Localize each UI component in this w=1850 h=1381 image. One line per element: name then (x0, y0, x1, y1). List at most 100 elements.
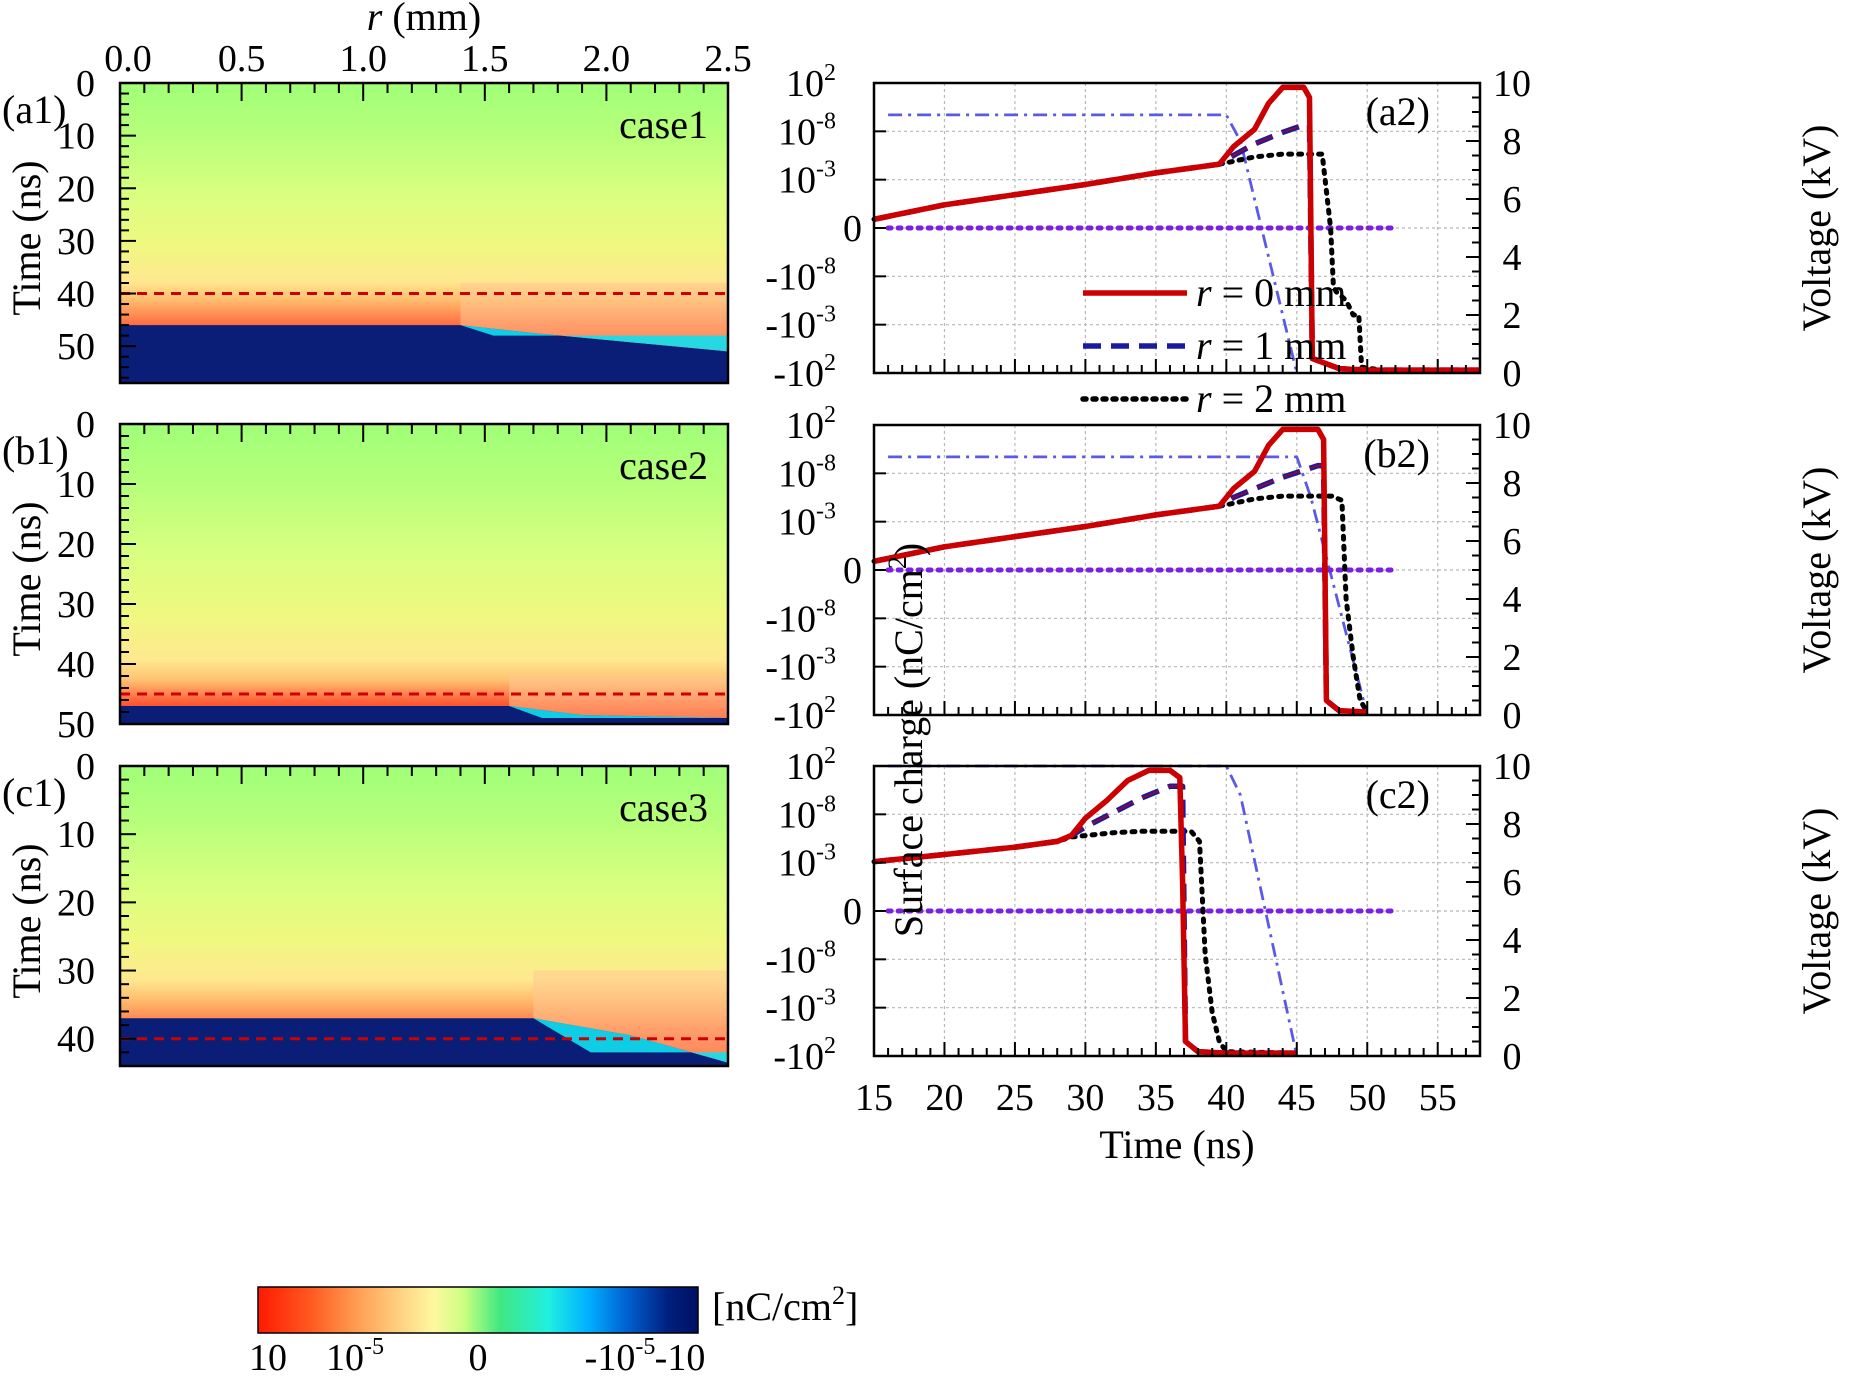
line-panel-label: (b2) (1363, 431, 1430, 476)
line-y-left-label: -10-3 (765, 302, 836, 347)
heatmap-fade-region (509, 676, 728, 718)
line-y-left-label: 10-8 (778, 108, 836, 153)
line-y-right-label: 2 (1503, 637, 1522, 679)
heatmap-ylabel: Time (ns) (4, 160, 49, 315)
line-series-dashdot (888, 764, 1299, 1057)
heatmap-y-tick-label: 0 (76, 63, 95, 105)
heatmap-panel-a1: 0 10 20 30 40 50 0.0 0.5 1.0 1.5 2.0 2.5 r (mm) Time … (2, 0, 752, 385)
line-y-right-label: 6 (1503, 521, 1522, 563)
line-y-left-label-exp: -8 (816, 936, 836, 962)
legend: r = 0 mmr = 1 mmr = 2 mm (1080, 270, 1347, 421)
line-series-dotted (871, 828, 1300, 1056)
colorbar-label-exp: -5 (364, 1334, 384, 1360)
line-y-left-label-exp: -8 (816, 253, 836, 279)
legend-label-var: r (1196, 376, 1212, 421)
heatmap-y-tick-label: 50 (57, 326, 95, 368)
line-y-left-label: -102 (773, 1033, 836, 1078)
line-y-right-label: 2 (1503, 295, 1522, 337)
heatmap-y-tick-label: 30 (57, 951, 95, 993)
line-y-left-label: 10-8 (778, 450, 836, 495)
heatmap-y-tick-label: 30 (57, 584, 95, 626)
line-y-right-axis-label: Voltage (kV) (1794, 125, 1839, 332)
line-y-left-label-base: 10 (778, 502, 816, 544)
line-series-solid (873, 84, 1480, 373)
heatmap-x-tick-label: 0.5 (218, 38, 266, 80)
line-y-right-label: 10 (1493, 746, 1531, 788)
line-y-left-label-base: 10 (778, 160, 816, 202)
heatmap-y-tick-label: 0 (76, 404, 95, 446)
line-y-right-label: 6 (1503, 179, 1522, 221)
line-y-left-label-exp: -8 (816, 450, 836, 476)
heatmap-cyan-band (509, 706, 728, 718)
line-y-left-label: 102 (786, 743, 836, 788)
colorbar-label: -10 (655, 1337, 706, 1379)
line-x-tick-label: 35 (1137, 1077, 1175, 1119)
heatmap-x-tick-label: 0.0 (104, 38, 152, 80)
colorbar-label-base: 10 (249, 1337, 287, 1379)
heatmap-xlabel-var: r (367, 0, 383, 39)
line-y-left-label-base: 10 (778, 843, 816, 885)
heatmap-cyan-band (533, 1018, 728, 1063)
line-y-left-label-base: 0 (843, 550, 862, 592)
heatmap-fade-region (460, 283, 728, 352)
colorbar-label: 10-5 (326, 1334, 384, 1379)
heatmap-fade-region (533, 970, 728, 1063)
colorbar-label-base: -10 (585, 1337, 636, 1379)
shared-ylabel-close: ) (886, 543, 931, 556)
line-x-tick-label: 40 (1207, 1077, 1245, 1119)
colorbar-label: -10-5 (585, 1334, 656, 1379)
line-series-dashed (873, 462, 1368, 715)
line-series-overlay (873, 124, 1480, 372)
line-x-tick-label: 30 (1066, 1077, 1104, 1119)
line-y-left-label-exp: 2 (824, 1033, 836, 1059)
line-y-left-label: 10-3 (778, 157, 836, 202)
heatmap-panel-label: (c1) (2, 770, 66, 815)
line-series-solid (873, 426, 1368, 715)
line-y-right-label: 8 (1503, 121, 1522, 163)
line-y-right-label: 4 (1503, 579, 1522, 621)
heatmap-y-tick-label: 20 (57, 882, 95, 924)
heatmap-x-tick-label: 2.5 (704, 38, 752, 80)
line-y-right-label: 2 (1503, 978, 1522, 1020)
line-y-right-label: 10 (1493, 405, 1531, 447)
legend-label-var: r (1196, 270, 1212, 315)
line-y-left-label-base: 10 (786, 405, 824, 447)
line-y-left-label-exp: 2 (824, 350, 836, 376)
line-y-right-label: 0 (1503, 695, 1522, 737)
line-y-left-label: -102 (773, 350, 836, 395)
heatmap-case-label: case3 (619, 785, 708, 830)
line-y-left-label-exp: -8 (816, 791, 836, 817)
legend-label: r = 0 mm (1196, 270, 1346, 315)
line-panel-label: (a2) (1366, 89, 1430, 134)
line-y-left-label-exp: 2 (824, 692, 836, 718)
line-panel-label: (c2) (1366, 772, 1430, 817)
line-y-right-label: 8 (1503, 463, 1522, 505)
heatmap-panel-label: (b1) (2, 428, 69, 473)
heatmap-y-tick-label: 10 (57, 814, 95, 856)
legend-label: r = 1 mm (1196, 323, 1346, 368)
heatmap-case-label: case2 (619, 443, 708, 488)
heatmap-panel-b1: 0 10 20 30 40 50 Time (ns) (b1) case2 (2, 404, 730, 746)
legend-label-text: = 1 mm (1212, 323, 1347, 368)
heatmap-y-tick-label: 10 (57, 116, 95, 158)
colorbar-label-exp: -5 (635, 1334, 655, 1360)
line-series-solid (873, 767, 1297, 1056)
line-x-tick-label: 15 (855, 1077, 893, 1119)
line-x-tick-label: 20 (925, 1077, 963, 1119)
line-y-left-label: 0 (843, 208, 862, 250)
line-y-left-label-base: -10 (773, 1036, 824, 1078)
line-series-dashed (873, 122, 1480, 373)
colorbar-unit-sup: 2 (832, 1281, 845, 1310)
line-y-left-label-base: 0 (843, 208, 862, 250)
heatmap-xlabel: r (mm) (367, 0, 481, 39)
line-y-left-label-base: -10 (765, 598, 816, 640)
line-y-left-label-base: -10 (765, 988, 816, 1030)
colorbar-label: 0 (469, 1337, 488, 1379)
colorbar-label-base: 0 (469, 1337, 488, 1379)
heatmap-x-tick-label: 1.5 (461, 38, 509, 80)
legend-label-text: = 2 mm (1212, 376, 1347, 421)
line-x-tick-label: 25 (996, 1077, 1034, 1119)
line-y-right-label: 10 (1493, 63, 1531, 105)
